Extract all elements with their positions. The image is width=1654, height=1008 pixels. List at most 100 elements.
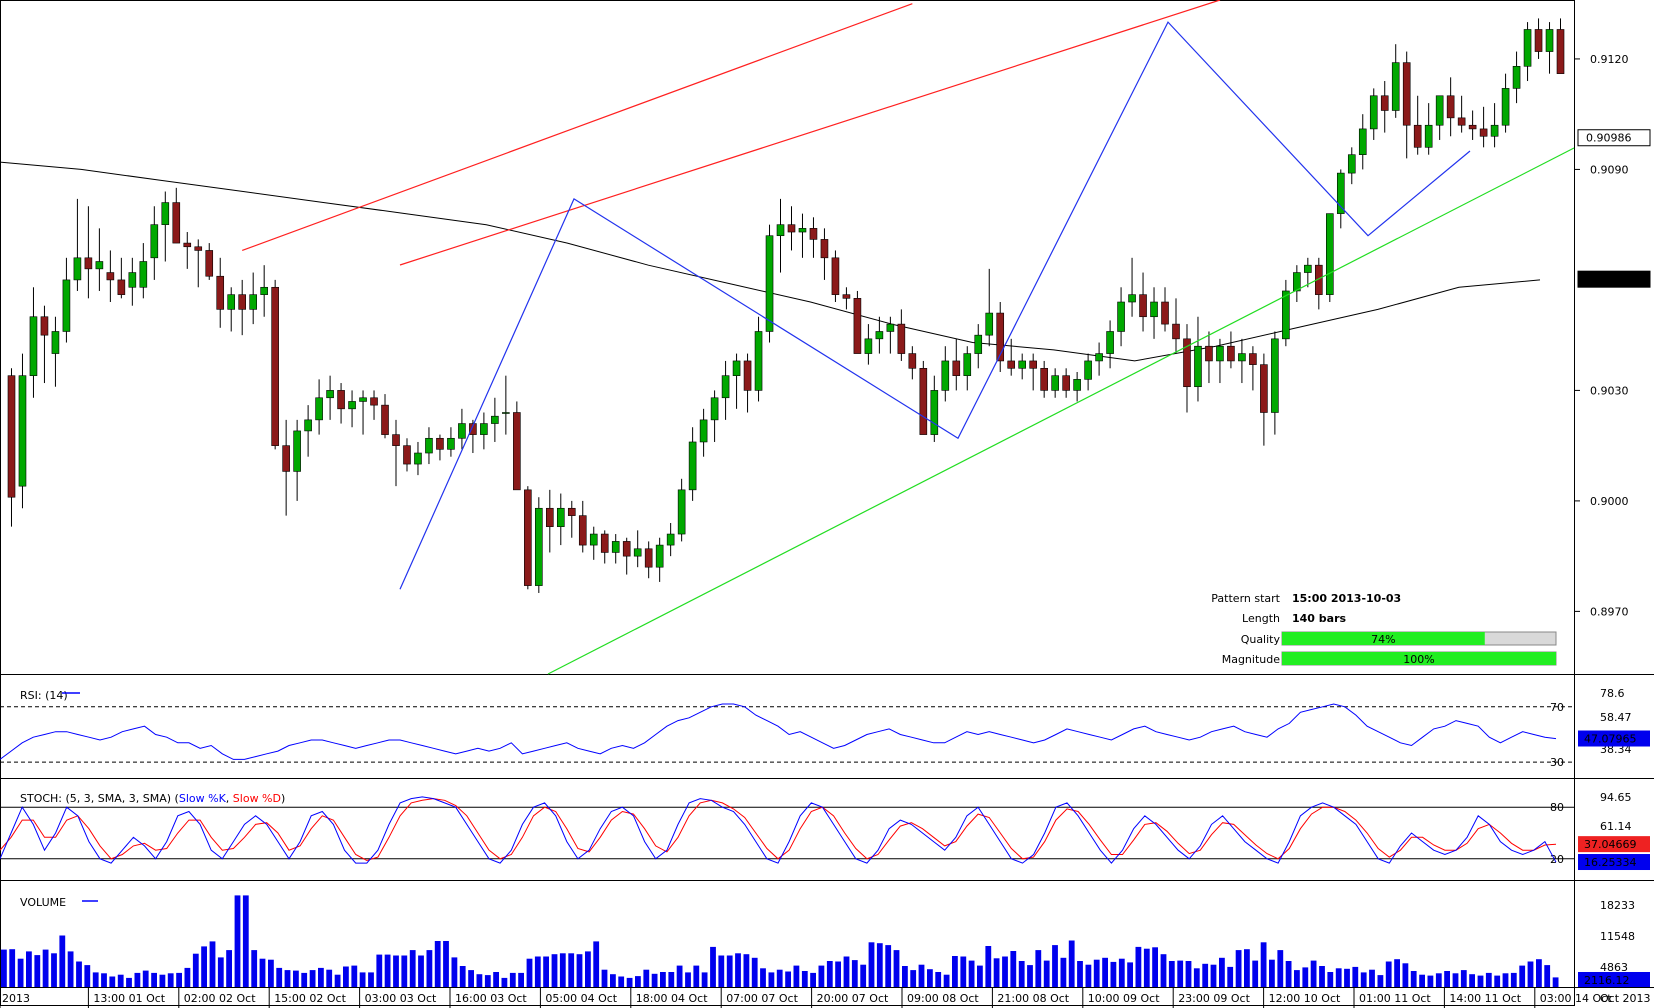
volume-bar (59, 935, 66, 987)
volume-bar (92, 972, 99, 987)
volume-bar (501, 977, 508, 987)
price-tick-label: 0.8970 (1590, 605, 1629, 618)
volume-bar (1369, 969, 1375, 987)
volume-bar (626, 977, 633, 987)
volume-bar (685, 972, 691, 987)
rsi-axis-label: 78.6 (1600, 687, 1625, 700)
candle-up (425, 437, 433, 454)
candle-down (238, 294, 246, 310)
volume-bar (676, 965, 683, 987)
outer-frame (0, 0, 1575, 1006)
candle-up (589, 533, 598, 546)
volume-bar (993, 958, 1000, 987)
volume-bar (509, 972, 516, 987)
volume-bar (851, 960, 858, 987)
volume-bar (1419, 974, 1425, 987)
quality-bar-text: 74% (1371, 633, 1395, 646)
volume-bar (1085, 964, 1092, 987)
candle-down (1062, 375, 1070, 391)
candle-down (1040, 368, 1048, 391)
volume-bar (117, 974, 124, 987)
candle-up (326, 390, 334, 399)
candle-down (908, 353, 917, 369)
rsi-level-label: 70 (1550, 701, 1564, 714)
pattern-info-box: Pattern start 15:00 2013-10-03 Length 14… (1211, 592, 1557, 666)
volume-bar (34, 955, 41, 987)
candle-down (1260, 364, 1268, 413)
candle-up (1073, 379, 1081, 391)
candle-up (1238, 353, 1246, 362)
candle-down (1380, 95, 1389, 111)
candle-down (1007, 360, 1016, 369)
volume-bar (760, 968, 766, 987)
candle-down (853, 298, 862, 354)
candle-down (1446, 95, 1455, 119)
stoch-level-label: 20 (1550, 853, 1564, 866)
volume-bar (910, 970, 917, 987)
volume-bar (201, 946, 207, 987)
time-tick-label: 20:00 07 Oct (817, 992, 889, 1005)
volume-bar (559, 953, 566, 987)
volume-bar (534, 956, 541, 987)
volume-bar (977, 965, 983, 987)
candle-up (1095, 353, 1103, 362)
volume-bar (418, 955, 424, 987)
volume-bar (76, 961, 82, 987)
volume-bar (1485, 972, 1492, 987)
volume-bar (1460, 970, 1467, 987)
time-tick-label: 03:00 14 Oct (1540, 992, 1612, 1005)
volume-bar (1010, 951, 1017, 987)
resistance-trendline-main (399, 0, 1221, 266)
volume-bar (1210, 964, 1217, 987)
volume-bar (17, 958, 24, 987)
volume-bar (1102, 957, 1108, 987)
candle-down (117, 279, 126, 295)
candle-up (699, 419, 708, 443)
volume-bar (1002, 956, 1008, 987)
quality-label: Quality (1241, 633, 1281, 646)
volume-bar (109, 976, 116, 987)
price-tick-label: 0.9030 (1590, 384, 1629, 397)
candle-down (622, 541, 631, 557)
volume-bar (1277, 950, 1284, 987)
volume-bar (309, 970, 316, 987)
volume-bar (893, 950, 900, 987)
volume-bar (476, 974, 483, 987)
stoch-title-close: ) (281, 792, 285, 805)
volume-bar (593, 941, 600, 987)
time-tick-label: 23:00 09 Oct (1178, 992, 1250, 1005)
candle-down (1402, 62, 1411, 126)
volume-bar (927, 969, 933, 987)
candle-down (1161, 301, 1169, 325)
volume-bar (1110, 961, 1117, 987)
volume-bar (868, 942, 875, 987)
candle-down (1183, 338, 1191, 388)
volume-bar (1219, 957, 1225, 987)
candle-up (1051, 375, 1059, 391)
stoch-d-line (0, 798, 1557, 862)
volume-bar (1043, 960, 1050, 987)
magnitude-bar-fill (1282, 652, 1556, 665)
candle-down (183, 242, 192, 248)
candle-up (732, 360, 741, 376)
candle-up (710, 397, 719, 421)
length-label: Length (1242, 612, 1280, 625)
candle-down (436, 437, 444, 450)
stoch-k-badge (1578, 854, 1650, 871)
volume-bar (751, 957, 758, 987)
candle-up (95, 261, 104, 270)
volume-bar (835, 961, 841, 987)
candle-up (611, 541, 620, 553)
time-tick-label: 2013 (2, 992, 30, 1005)
candle-down (205, 250, 214, 277)
volume-bar (1519, 965, 1526, 987)
quality-bar-fill (1282, 632, 1485, 645)
rsi-badge (1578, 730, 1650, 747)
pattern-start-value: 15:00 2013-10-03 (1292, 592, 1401, 605)
stoch-k-line (0, 796, 1557, 864)
volume-bar (451, 957, 458, 987)
volume-bar (885, 945, 892, 987)
volume-bar (84, 965, 91, 987)
volume-bar (843, 956, 850, 987)
